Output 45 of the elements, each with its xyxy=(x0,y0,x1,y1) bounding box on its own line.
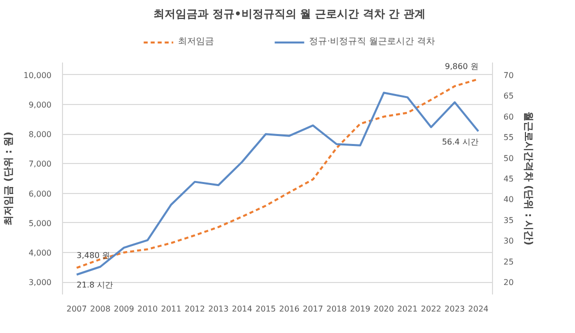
x-tick-label: 2012 xyxy=(184,304,205,314)
x-tick-label: 2007 xyxy=(66,304,87,314)
y-tick-label: 7,000 xyxy=(28,160,52,169)
y2-tick-label: 50 xyxy=(504,154,514,163)
y-tick-label: 8,000 xyxy=(28,130,52,140)
y-tick-label: 5,000 xyxy=(28,218,52,228)
x-tick-label: 2024 xyxy=(468,304,489,314)
y2-tick-label: 25 xyxy=(504,257,514,266)
data-label: 56.4 시간 xyxy=(442,137,478,146)
x-tick-label: 2016 xyxy=(279,304,300,314)
y2-tick-label: 30 xyxy=(504,236,514,246)
y2-tick-label: 60 xyxy=(504,112,514,122)
legend-label: 최저임금 xyxy=(178,36,214,48)
y-tick-label: 10,000 xyxy=(24,70,52,80)
x-tick-label: 2014 xyxy=(232,304,252,314)
y-tick-label: 3,000 xyxy=(28,278,52,288)
data-label: 9,860 원 xyxy=(444,62,478,72)
y2-tick-label: 65 xyxy=(504,92,514,101)
x-tick-label: 2013 xyxy=(208,304,229,314)
y2-tick-label: 70 xyxy=(504,70,514,80)
x-tick-label: 2020 xyxy=(374,304,394,314)
y2-tick-label: 55 xyxy=(504,133,514,142)
y2-tick-label: 40 xyxy=(504,195,514,204)
x-tick-label: 2022 xyxy=(420,304,442,314)
x-tick-label: 2015 xyxy=(256,304,276,314)
data-label: 21.8 시간 xyxy=(76,280,114,290)
x-tick-label: 2023 xyxy=(444,304,465,314)
y-tick-label: 6,000 xyxy=(28,189,52,198)
x-tick-label: 2010 xyxy=(137,304,158,314)
x-tick-label: 2011 xyxy=(161,304,182,314)
y-axis-title: 최저임금 (단위 : 원) xyxy=(4,132,15,226)
y2-tick-label: 45 xyxy=(504,174,514,184)
x-tick-label: 2019 xyxy=(350,304,370,314)
y-tick-label: 4,000 xyxy=(28,248,52,258)
y2-tick-label: 35 xyxy=(504,216,514,225)
x-tick-label: 2009 xyxy=(114,304,134,314)
x-tick-label: 2018 xyxy=(326,304,347,314)
chart-title: 최저임금과 정규•비정규직의 월 근로시간 격차 간 관계 xyxy=(153,8,426,20)
x-tick-label: 2008 xyxy=(90,304,110,314)
x-tick-label: 2021 xyxy=(397,304,418,314)
y2-tick-label: 20 xyxy=(504,278,514,288)
y2-axis-title: 월근로시간격차 (단위 : 시간) xyxy=(522,112,534,246)
x-tick-label: 2017 xyxy=(302,304,324,314)
y-tick-label: 9,000 xyxy=(28,100,52,110)
legend-label: 정규·비정규직 월근로시간 격차 xyxy=(309,36,435,48)
